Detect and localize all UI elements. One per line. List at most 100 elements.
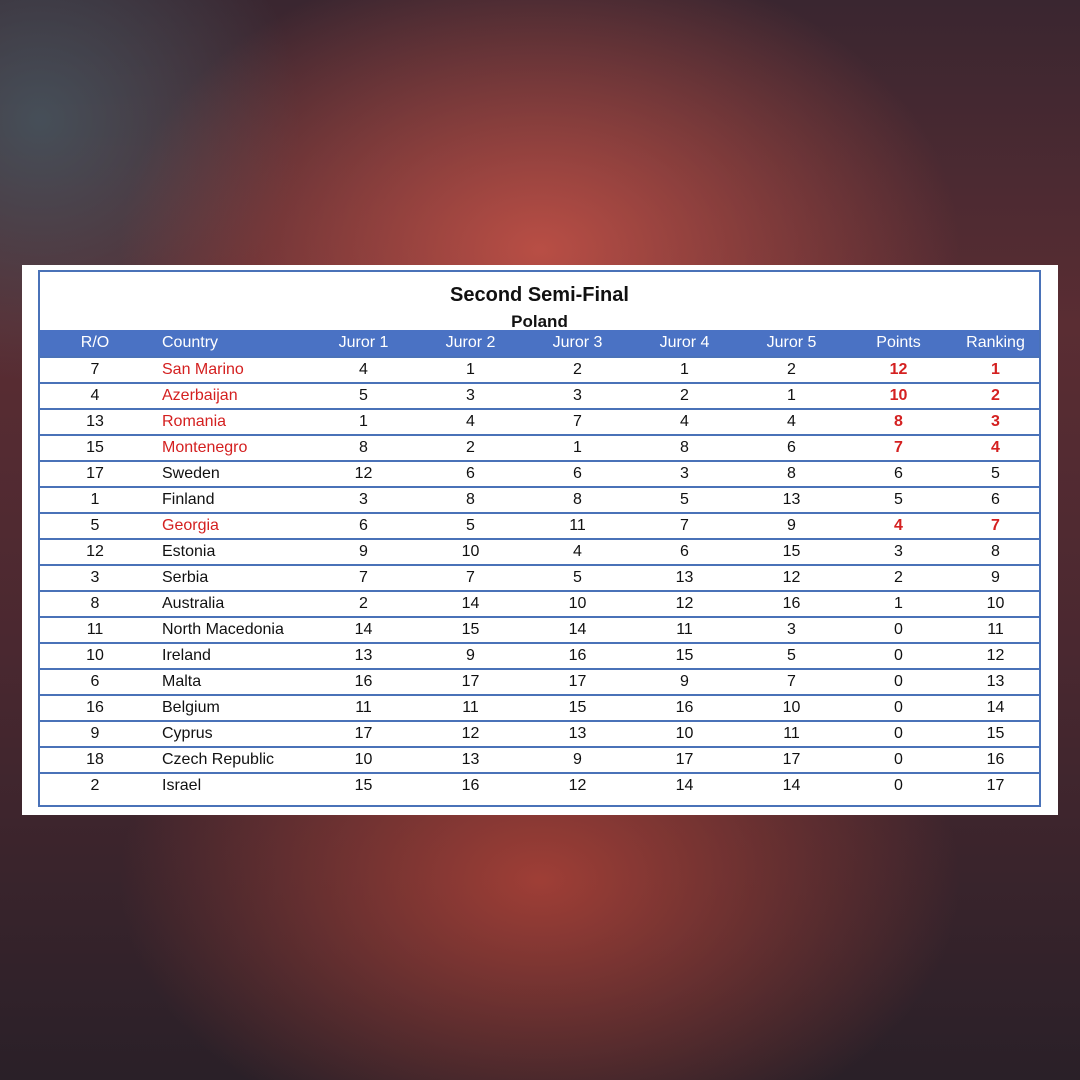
ranking-cell: 2 [952, 382, 1039, 409]
juror-1-cell: 16 [310, 668, 417, 695]
juror-4-cell: 2 [631, 382, 738, 409]
points-cell: 12 [845, 356, 952, 383]
juror-3-cell: 16 [524, 642, 631, 669]
ro-cell: 11 [40, 616, 150, 643]
points-cell: 3 [845, 538, 952, 565]
juror-2-cell: 2 [417, 434, 524, 461]
ro-cell: 7 [40, 356, 150, 383]
table-row: 16 Belgium 11 11 15 16 10 0 14 [40, 694, 1039, 721]
juror-1-cell: 6 [310, 512, 417, 539]
table-title: Second Semi-Final [450, 284, 629, 306]
juror-3-cell: 6 [524, 460, 631, 487]
table-row: 4 Azerbaijan 5 3 3 2 1 10 2 [40, 382, 1039, 409]
column-header: Juror 4 [631, 330, 738, 357]
country-cell: Czech Republic [150, 746, 310, 773]
juror-4-cell: 7 [631, 512, 738, 539]
juror-5-cell: 5 [738, 642, 845, 669]
juror-2-cell: 17 [417, 668, 524, 695]
ranking-cell: 15 [952, 720, 1039, 747]
juror-2-cell: 16 [417, 772, 524, 798]
juror-4-cell: 5 [631, 486, 738, 513]
ranking-cell: 13 [952, 668, 1039, 695]
ranking-cell: 6 [952, 486, 1039, 513]
ro-cell: 4 [40, 382, 150, 409]
ro-cell: 10 [40, 642, 150, 669]
juror-3-cell: 10 [524, 590, 631, 617]
juror-3-cell: 8 [524, 486, 631, 513]
juror-3-cell: 12 [524, 772, 631, 798]
juror-4-cell: 10 [631, 720, 738, 747]
column-header: Juror 3 [524, 330, 631, 357]
juror-3-cell: 7 [524, 408, 631, 435]
juror-5-cell: 9 [738, 512, 845, 539]
juror-4-cell: 1 [631, 356, 738, 383]
points-cell: 0 [845, 668, 952, 695]
country-cell: Georgia [150, 512, 310, 539]
ranking-cell: 3 [952, 408, 1039, 435]
table-row: 8 Australia 2 14 10 12 16 1 10 [40, 590, 1039, 617]
juror-5-cell: 1 [738, 382, 845, 409]
points-cell: 7 [845, 434, 952, 461]
juror-2-cell: 15 [417, 616, 524, 643]
table-row: 11 North Macedonia 14 15 14 11 3 0 11 [40, 616, 1039, 643]
juror-1-cell: 10 [310, 746, 417, 773]
country-cell: San Marino [150, 356, 310, 383]
country-cell: Ireland [150, 642, 310, 669]
juror-2-cell: 13 [417, 746, 524, 773]
ranking-cell: 10 [952, 590, 1039, 617]
juror-3-cell: 15 [524, 694, 631, 721]
juror-5-cell: 17 [738, 746, 845, 773]
juror-4-cell: 11 [631, 616, 738, 643]
juror-5-cell: 8 [738, 460, 845, 487]
country-cell: Sweden [150, 460, 310, 487]
column-header: Ranking [952, 330, 1039, 357]
juror-5-cell: 7 [738, 668, 845, 695]
juror-5-cell: 14 [738, 772, 845, 798]
results-table: R/O Country Juror 1 Juror 2 Juror 3 Juror 4 Ju… [40, 330, 1039, 798]
ro-cell: 13 [40, 408, 150, 435]
juror-4-cell: 9 [631, 668, 738, 695]
juror-3-cell: 14 [524, 616, 631, 643]
juror-4-cell: 16 [631, 694, 738, 721]
juror-2-cell: 1 [417, 356, 524, 383]
country-cell: Romania [150, 408, 310, 435]
ro-cell: 8 [40, 590, 150, 617]
points-cell: 0 [845, 694, 952, 721]
table-row: 17 Sweden 12 6 6 3 8 6 5 [40, 460, 1039, 487]
juror-5-cell: 12 [738, 564, 845, 591]
juror-5-cell: 15 [738, 538, 845, 565]
ro-cell: 17 [40, 460, 150, 487]
country-cell: Belgium [150, 694, 310, 721]
points-cell: 0 [845, 720, 952, 747]
juror-2-cell: 5 [417, 512, 524, 539]
juror-2-cell: 14 [417, 590, 524, 617]
juror-1-cell: 5 [310, 382, 417, 409]
table-row: 2 Israel 15 16 12 14 14 0 17 [40, 772, 1039, 798]
ro-cell: 2 [40, 772, 150, 798]
juror-1-cell: 9 [310, 538, 417, 565]
juror-1-cell: 12 [310, 460, 417, 487]
juror-2-cell: 12 [417, 720, 524, 747]
table-row: 3 Serbia 7 7 5 13 12 2 9 [40, 564, 1039, 591]
juror-1-cell: 4 [310, 356, 417, 383]
table-row: 10 Ireland 13 9 16 15 5 0 12 [40, 642, 1039, 669]
ranking-cell: 1 [952, 356, 1039, 383]
juror-1-cell: 3 [310, 486, 417, 513]
juror-4-cell: 17 [631, 746, 738, 773]
juror-5-cell: 13 [738, 486, 845, 513]
juror-3-cell: 5 [524, 564, 631, 591]
juror-4-cell: 14 [631, 772, 738, 798]
ro-cell: 5 [40, 512, 150, 539]
ro-cell: 3 [40, 564, 150, 591]
results-table-frame: Second Semi-Final Poland R/O Country Juror… [38, 270, 1041, 807]
country-cell: Australia [150, 590, 310, 617]
table-row: 7 San Marino 4 1 2 1 2 12 1 [40, 356, 1039, 383]
ro-cell: 9 [40, 720, 150, 747]
juror-1-cell: 8 [310, 434, 417, 461]
country-cell: Malta [150, 668, 310, 695]
points-cell: 0 [845, 746, 952, 773]
juror-1-cell: 14 [310, 616, 417, 643]
juror-1-cell: 15 [310, 772, 417, 798]
juror-5-cell: 4 [738, 408, 845, 435]
ro-cell: 16 [40, 694, 150, 721]
